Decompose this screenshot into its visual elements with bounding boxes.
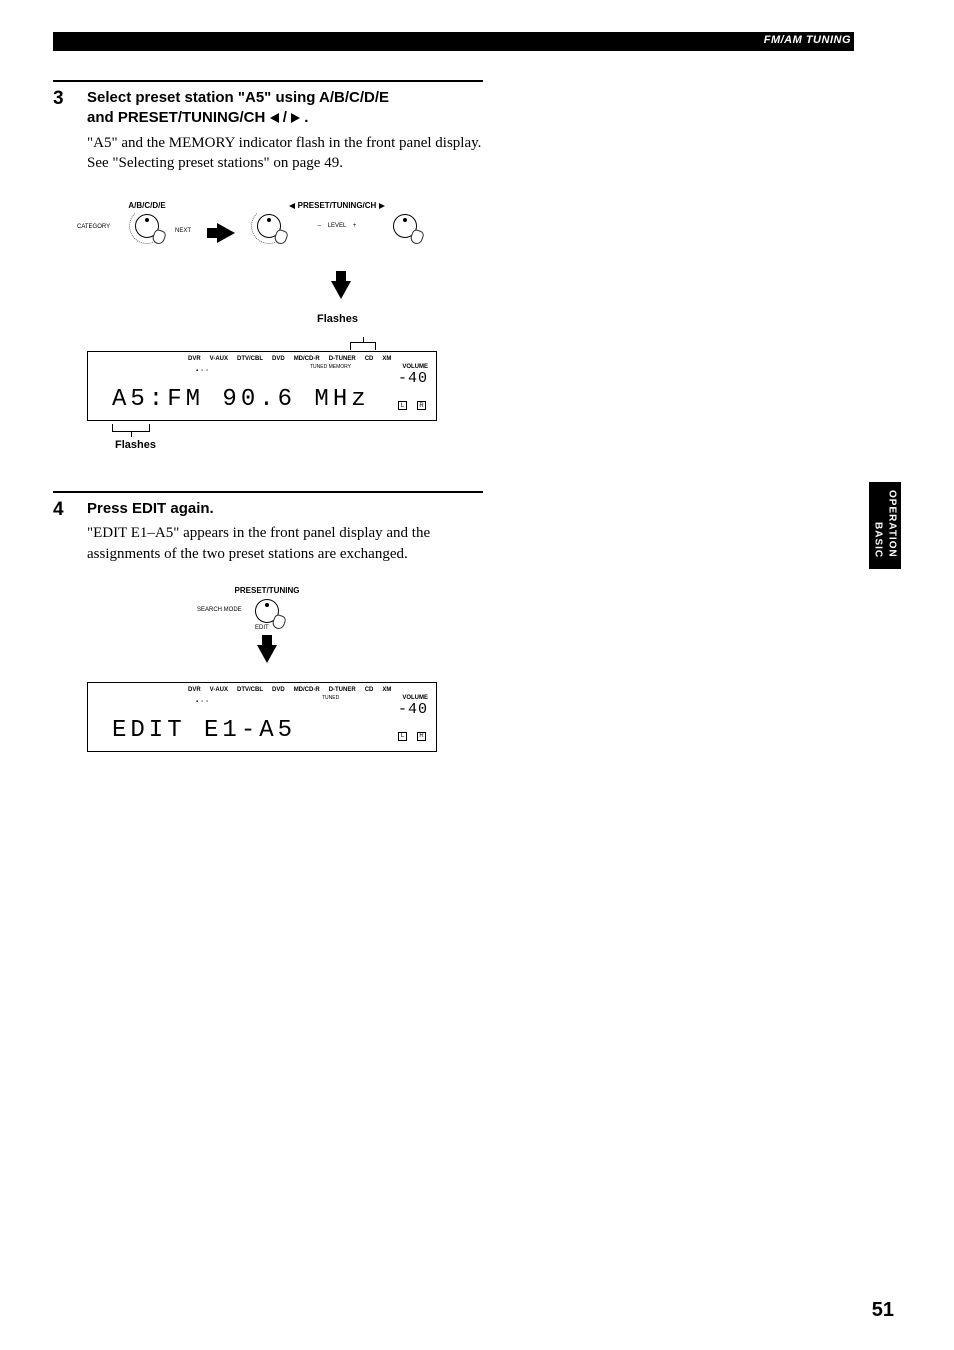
- arrow-down-icon: [331, 281, 351, 299]
- knob1-left-label: CATEGORY: [77, 224, 110, 230]
- knob2-left: [257, 214, 281, 238]
- plus-label: +: [353, 223, 357, 229]
- step-3-title: Select preset station "A5" using A/B/C/D…: [87, 88, 483, 129]
- step-4-rule: [53, 491, 483, 493]
- knob4-left-label: SEARCH MODE: [197, 607, 242, 613]
- lcd2-indicator: ▪▫▫: [196, 699, 211, 705]
- lcd1-inputs: DVR V-AUX DTV/CBL DVD MD/CD-R D-TUNER CD…: [88, 356, 436, 362]
- side-tab: BASIC OPERATION: [869, 482, 901, 569]
- step-3-title-a: Select preset station "A5" using A/B/C/D…: [87, 89, 389, 106]
- header-bar: [53, 32, 854, 51]
- knob1-right-label: NEXT: [175, 228, 191, 234]
- lcd2-volume: -40: [398, 701, 428, 718]
- knob2-right: [393, 214, 417, 238]
- flashes-label-top: Flashes: [317, 313, 358, 325]
- step-3-desc-2: See "Selecting preset stations" on page …: [87, 153, 483, 173]
- triangle-left-small-icon: [289, 203, 295, 209]
- triangle-right-small-icon: [379, 203, 385, 209]
- step-4-number: 4: [53, 499, 87, 521]
- level-label: LEVEL: [328, 223, 346, 229]
- step-3-rule: [53, 80, 483, 82]
- knob4-bottom-label: EDIT: [255, 625, 269, 631]
- step-3-title-b: and PRESET/TUNING/CH: [87, 109, 270, 126]
- slash: /: [283, 109, 291, 126]
- bracket-bottom: [112, 424, 150, 432]
- knob1: [135, 214, 159, 238]
- step-3-number: 3: [53, 88, 87, 110]
- bracket-top: [350, 342, 376, 350]
- lcd1-indicator: ▪▫▫: [196, 368, 211, 374]
- lcd2-inputs: DVR V-AUX DTV/CBL DVD MD/CD-R D-TUNER CD…: [88, 687, 436, 693]
- side-tab-line2: OPERATION: [886, 490, 897, 558]
- arrow-right-icon: [217, 223, 235, 243]
- lcd1-main-text: A5:FM 90.6 MHz: [112, 386, 370, 413]
- knob4-label-top: PRESET/TUNING: [197, 586, 337, 595]
- step-3: 3 Select preset station "A5" using A/B/C…: [53, 80, 483, 471]
- step-3-title-c: .: [304, 109, 308, 126]
- triangle-left-icon: [270, 113, 279, 123]
- knob2-label-top: PRESET/TUNING/CH: [257, 201, 417, 210]
- main-content: 3 Select preset station "A5" using A/B/C…: [53, 80, 483, 772]
- lcd-panel-1: DVR V-AUX DTV/CBL DVD MD/CD-R D-TUNER CD…: [87, 351, 437, 421]
- step-4-title: Press EDIT again.: [87, 499, 483, 519]
- lcd1-volume: -40: [398, 370, 428, 387]
- knob4: [255, 599, 279, 623]
- step-4-desc: "EDIT E1–A5" appears in the front panel …: [87, 523, 483, 564]
- step-3-desc-1: "A5" and the MEMORY indicator flash in t…: [87, 133, 483, 153]
- lcd2-lr: L R: [398, 732, 426, 741]
- lcd1-lr: L R: [398, 401, 426, 410]
- step-4-diagram: PRESET/TUNING SEARCH MODE EDIT DVR: [87, 586, 447, 752]
- arrow-down-icon: [257, 645, 277, 663]
- triangle-right-icon: [291, 113, 300, 123]
- lcd2-main-text: EDIT E1-A5: [112, 717, 296, 744]
- flashes-label-bottom: Flashes: [115, 439, 156, 451]
- lcd1-subline: TUNED MEMORY: [310, 364, 351, 370]
- lcd-panel-2: DVR V-AUX DTV/CBL DVD MD/CD-R D-TUNER CD…: [87, 682, 437, 752]
- minus-label: –: [318, 223, 321, 229]
- page-number: 51: [872, 1299, 894, 1322]
- side-tab-line1: BASIC: [873, 522, 884, 558]
- header-section-label: FM/AM TUNING: [764, 34, 851, 46]
- step-4: 4 Press EDIT again. "EDIT E1–A5" appears…: [53, 491, 483, 752]
- step-3-diagram: A/B/C/D/E CATEGORY NEXT: [87, 201, 447, 471]
- lcd2-subline: TUNED: [322, 695, 339, 701]
